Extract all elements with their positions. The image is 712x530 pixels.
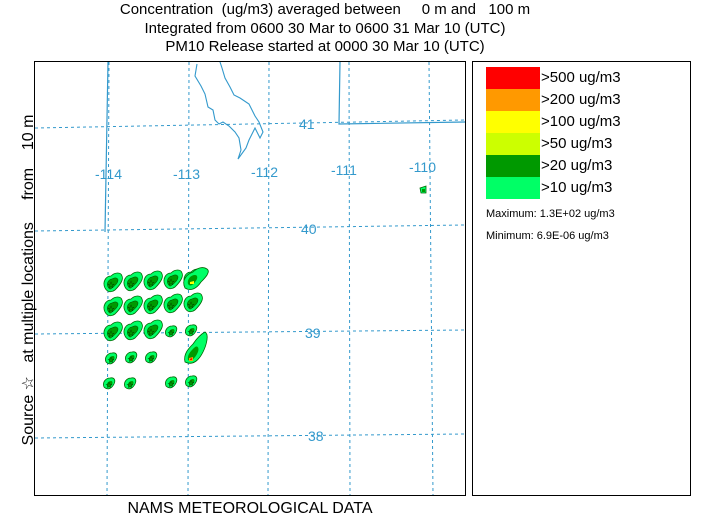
gridline-lon-111	[348, 62, 351, 495]
legend-swatch-yellow	[486, 111, 540, 133]
plume-source	[163, 269, 183, 290]
plume-source	[103, 296, 123, 317]
plume-source	[183, 292, 203, 313]
legend-swatch-orange	[486, 89, 540, 111]
legend-label: >10 ug/m3	[541, 179, 613, 196]
maximum-value: Maximum: 1.3E+02 ug/m3	[486, 208, 615, 220]
legend-item: >500 ug/m3	[486, 67, 686, 89]
latitude-labels: 41 40 39 38	[299, 116, 324, 444]
legend-label: >50 ug/m3	[541, 135, 613, 152]
lon-label-113: -113	[173, 166, 200, 182]
lat-label-41: 41	[299, 116, 315, 132]
legend-label: >100 ug/m3	[541, 113, 621, 130]
plume-source	[184, 375, 198, 390]
lon-label-114: -114	[95, 166, 122, 182]
gridline-lat-41	[35, 119, 465, 129]
plume-source	[143, 319, 163, 340]
gridline-lat-38	[35, 433, 465, 439]
legend-label: >200 ug/m3	[541, 91, 621, 108]
legend-swatch-dark-green	[486, 155, 540, 177]
gridline-lon-110	[428, 62, 434, 495]
lat-label-39: 39	[305, 325, 321, 341]
title-release-info: PM10 Release started at 0000 30 Mar 10 (…	[165, 38, 485, 55]
legend-item: >100 ug/m3	[486, 111, 686, 133]
plume-source	[164, 376, 178, 391]
legend-label: >20 ug/m3	[541, 157, 613, 174]
plume-source	[123, 295, 143, 316]
plume-source	[102, 377, 116, 392]
title-integration-period: Integrated from 0600 30 Mar to 0600 31 M…	[144, 20, 506, 37]
plume-source	[103, 272, 123, 293]
legend-item: >50 ug/m3	[486, 133, 686, 155]
lon-label-110: -110	[409, 159, 436, 175]
legend-label: >500 ug/m3	[541, 69, 621, 86]
longitude-labels: -114 -113 -112 -111 -110	[95, 159, 436, 182]
plume-source	[104, 352, 118, 367]
utah-wyoming-border	[338, 62, 465, 125]
state-borders	[104, 62, 465, 233]
plume-source	[103, 321, 123, 342]
legend-panel: >500 ug/m3 >200 ug/m3 >100 ug/m3 >50 ug/…	[472, 61, 691, 496]
plume-source	[123, 377, 137, 392]
legend-swatch-lime	[486, 133, 540, 155]
gridline-lon-112	[267, 62, 270, 495]
plume-source	[123, 271, 143, 292]
great-salt-lake-outline	[194, 62, 264, 160]
plume-source	[143, 270, 163, 291]
map-canvas: -114 -113 -112 -111 -110 41 40 39 38 ☆	[35, 62, 465, 495]
legend-item: >10 ug/m3	[486, 177, 686, 199]
plume-source	[163, 293, 183, 314]
title-concentration: Concentration (ug/m3) averaged between 0…	[119, 1, 531, 18]
gridline-lat-39	[35, 329, 465, 335]
plume-source	[144, 351, 158, 366]
plume-source	[124, 351, 138, 366]
legend-item: >200 ug/m3	[486, 89, 686, 111]
lat-label-40: 40	[301, 221, 317, 237]
utah-nevada-border	[104, 62, 109, 233]
minimum-value: Minimum: 6.9E-06 ug/m3	[486, 230, 609, 242]
plume-source	[164, 325, 178, 340]
lat-label-38: 38	[308, 428, 324, 444]
plume-source	[123, 320, 143, 341]
lon-label-111: -111	[331, 162, 357, 178]
legend-item: >20 ug/m3	[486, 155, 686, 177]
lon-label-112: -112	[251, 164, 278, 180]
plume-source	[184, 324, 198, 339]
plume-source	[143, 294, 163, 315]
gridline-lat-40	[35, 224, 465, 232]
meteorological-data-label: NAMS METEOROLOGICAL DATA	[127, 500, 373, 517]
legend-swatch-red	[486, 67, 540, 89]
map-panel: -114 -113 -112 -111 -110 41 40 39 38 ☆	[34, 61, 466, 496]
legend-swatch-light-green	[486, 177, 540, 199]
